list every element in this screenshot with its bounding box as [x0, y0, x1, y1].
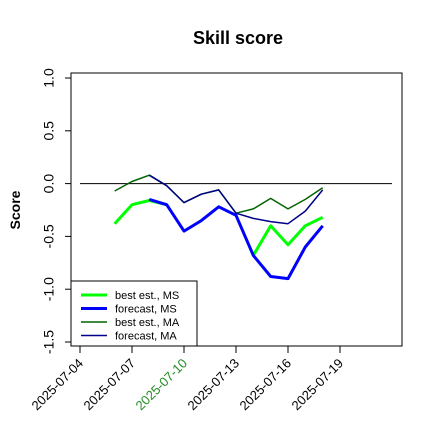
legend-label: forecast, MS	[115, 304, 177, 316]
series-line-best-est-ms	[113, 199, 168, 225]
x-tick-label: 2025-07-04	[28, 356, 86, 414]
y-tick-label: -1.0	[41, 277, 57, 301]
x-axis: 2025-07-042025-07-072025-07-102025-07-13…	[28, 346, 346, 413]
series-line-forecast-ma	[148, 174, 324, 225]
y-tick-label: -1.5	[41, 330, 57, 354]
y-tick-label: 0.5	[41, 121, 57, 141]
x-tick-label: 2025-07-10	[132, 356, 190, 414]
y-tick-label: -0.5	[41, 224, 57, 248]
x-tick-label: 2025-07-19	[288, 356, 346, 414]
x-tick-label: 2025-07-07	[80, 356, 138, 414]
y-tick-label: 0.0	[41, 174, 57, 194]
series-line-best-est-ms	[252, 216, 324, 257]
y-axis-title: Score	[7, 190, 23, 229]
series-group	[113, 174, 324, 281]
legend-label: best est., MS	[115, 290, 179, 302]
y-axis: -1.5 -1.0 -0.5 0.0 0.5 1.0	[41, 68, 71, 354]
chart-title: Skill score	[193, 28, 283, 48]
series-line-forecast-ms	[148, 197, 324, 281]
legend-label: forecast, MA	[115, 331, 177, 343]
x-tick-label: 2025-07-16	[236, 356, 294, 414]
x-tick-label: 2025-07-13	[184, 356, 242, 414]
legend-label: best est., MA	[115, 317, 180, 329]
y-tick-label: 1.0	[41, 68, 57, 88]
